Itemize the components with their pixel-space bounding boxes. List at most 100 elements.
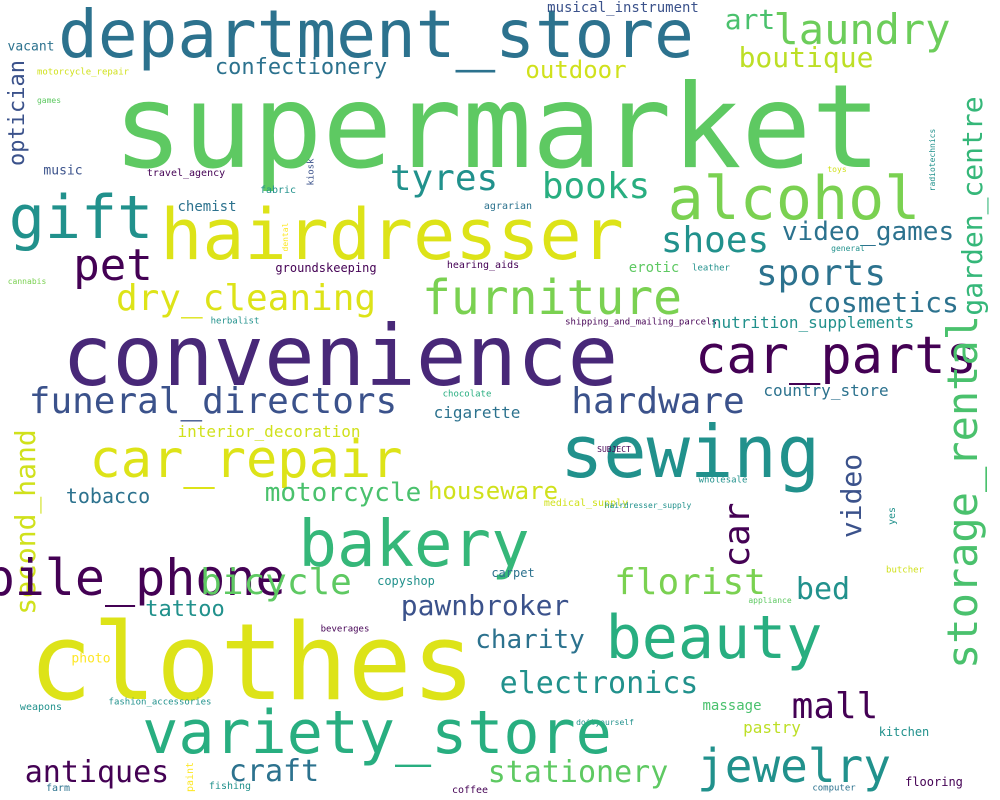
cloud-word-coffee: coffee xyxy=(451,785,489,796)
cloud-word-fashion-accessories: fashion_accessories xyxy=(108,697,212,708)
cloud-word-erotic: erotic xyxy=(628,260,680,276)
cloud-word-motorcycle-repair: motorcycle_repair xyxy=(36,67,130,78)
cloud-word-gift: gift xyxy=(8,183,154,253)
cloud-word-optician: optician xyxy=(5,60,30,166)
cloud-word-kiosk: kiosk xyxy=(306,158,317,186)
cloud-word-pet: pet xyxy=(73,240,153,291)
cloud-word-wholesale: wholesale xyxy=(698,475,748,486)
cloud-word-radiotechnics: radiotechnics xyxy=(928,128,937,192)
cloud-word-country-store: country_store xyxy=(763,381,889,400)
cloud-word-tyres: tyres xyxy=(389,158,499,199)
cloud-word-video: video xyxy=(835,453,868,539)
cloud-word-computer: computer xyxy=(812,783,856,794)
cloud-word-chemist: chemist xyxy=(177,199,237,215)
cloud-word-mall: mall xyxy=(791,686,879,727)
cloud-word-florist: florist xyxy=(614,562,766,603)
cloud-word-hairdresser: hairdresser xyxy=(160,194,624,276)
cloud-word-car-parts: car_parts xyxy=(695,326,977,386)
cloud-word-boutique: boutique xyxy=(738,41,874,74)
cloud-word-stationery: stationery xyxy=(487,755,669,790)
cloud-word-cannabis: cannabis xyxy=(7,277,47,286)
cloud-word-sewing: sewing xyxy=(559,410,821,494)
cloud-word-charity: charity xyxy=(475,625,585,655)
cloud-word-art: art xyxy=(724,3,776,36)
cloud-word-garden-centre: garden_centre xyxy=(956,96,989,316)
cloud-word-funeral-directors: funeral_directors xyxy=(28,381,398,422)
cloud-word-jewelry: jewelry xyxy=(697,739,891,793)
cloud-word-hearing-aids: hearing_aids xyxy=(446,260,520,271)
cloud-word-games: games xyxy=(36,96,62,105)
cloud-word-dental: dental xyxy=(281,222,290,252)
cloud-word-houseware: houseware xyxy=(427,477,559,505)
cloud-word-supermarket: supermarket xyxy=(112,60,882,195)
cloud-word-copyshop: copyshop xyxy=(377,574,435,588)
cloud-word-antiques: antiques xyxy=(24,755,170,790)
cloud-word-tattoo: tattoo xyxy=(145,597,225,622)
cloud-word-cosmetics: cosmetics xyxy=(807,286,959,319)
cloud-word-mobile-phone: mobile_phone xyxy=(0,549,286,607)
cloud-word-laundry: laundry xyxy=(773,5,951,54)
cloud-word-herbalist: herbalist xyxy=(210,316,260,327)
cloud-word-clothes: clothes xyxy=(28,601,476,724)
cloud-word-dry-cleaning: dry_cleaning xyxy=(115,278,377,319)
cloud-word-groundskeeping: groundskeeping xyxy=(275,261,377,275)
cloud-word-subject: SUBJECT xyxy=(597,445,631,454)
cloud-word-storage-rental: storage_rental xyxy=(938,314,987,670)
cloud-word-confectionery: confectionery xyxy=(214,55,388,80)
cloud-word-motorcycle: motorcycle xyxy=(264,478,422,508)
cloud-word-books: books xyxy=(541,166,651,207)
cloud-word-musical-instrument: musical_instrument xyxy=(547,0,699,16)
cloud-word-appliance: appliance xyxy=(748,596,792,605)
cloud-word-interior-decoration: interior_decoration xyxy=(177,422,361,441)
cloud-word-convenience: convenience xyxy=(61,307,619,405)
cloud-word-flooring: flooring xyxy=(905,775,963,789)
cloud-word-hairdresser-supply: hairdresser_supply xyxy=(604,501,692,510)
cloud-word-beverages: beverages xyxy=(320,624,370,635)
cloud-word-outdoor: outdoor xyxy=(525,56,627,84)
cloud-word-bed: bed xyxy=(795,572,851,607)
cloud-word-craft: craft xyxy=(228,754,320,789)
cloud-word-tobacco: tobacco xyxy=(65,484,151,508)
cloud-word-fishing: fishing xyxy=(208,781,252,792)
cloud-word-music: music xyxy=(43,163,83,179)
cloud-word-car-repair: car_repair xyxy=(89,430,403,490)
cloud-word-paint: paint xyxy=(185,761,196,793)
cloud-word-nutrition-supplements: nutrition_supplements xyxy=(711,313,915,332)
cloud-word-general: general xyxy=(831,244,865,253)
cloud-word-pawnbroker: pawnbroker xyxy=(400,589,570,622)
cloud-word-yes: yes xyxy=(887,506,898,526)
cloud-word-shipping-and-mailing-parcels: shipping_and_mailing_parcels xyxy=(565,317,717,328)
cloud-word-cigarette: cigarette xyxy=(433,403,521,422)
cloud-word-variety-store: variety_store xyxy=(142,698,612,768)
cloud-word-massage: massage xyxy=(702,698,762,714)
cloud-word-weapons: weapons xyxy=(19,702,63,713)
cloud-word-vacant: vacant xyxy=(7,39,55,55)
cloud-word-car: car xyxy=(717,502,758,568)
cloud-word-hardware: hardware xyxy=(571,381,745,422)
cloud-word-carpet: carpet xyxy=(491,566,535,580)
cloud-word-kitchen: kitchen xyxy=(878,725,930,739)
cloud-word-shoes: shoes xyxy=(660,220,770,261)
cloud-word-bakery: bakery xyxy=(298,508,530,582)
cloud-word-medical-supply: medical_supply xyxy=(543,498,629,509)
cloud-word-farm: farm xyxy=(45,783,71,794)
cloud-word-pastry: pastry xyxy=(743,718,801,737)
cloud-word-beauty: beauty xyxy=(605,603,823,673)
cloud-word-furniture: furniture xyxy=(421,270,683,326)
cloud-word-department-store: department_store xyxy=(58,0,694,73)
cloud-word-butcher: butcher xyxy=(886,565,924,576)
cloud-word-sports: sports xyxy=(755,253,887,294)
cloud-word-fabric: fabric xyxy=(259,185,297,196)
cloud-word-photo: photo xyxy=(71,651,111,667)
cloud-word-leather: leather xyxy=(692,263,730,274)
cloud-word-toys: toys xyxy=(827,165,847,174)
cloud-word-bicycle: bicycle xyxy=(200,562,352,603)
cloud-word-video-games: video_games xyxy=(781,217,955,247)
cloud-word-alcohol: alcohol xyxy=(667,164,921,234)
cloud-word-electronics: electronics xyxy=(499,666,699,701)
cloud-word-travel-agency: travel_agency xyxy=(146,168,226,179)
cloud-word-doityourself: doityourself xyxy=(576,718,634,727)
cloud-word-chocolate: chocolate xyxy=(442,389,492,400)
cloud-word-agrarian: agrarian xyxy=(483,201,533,212)
